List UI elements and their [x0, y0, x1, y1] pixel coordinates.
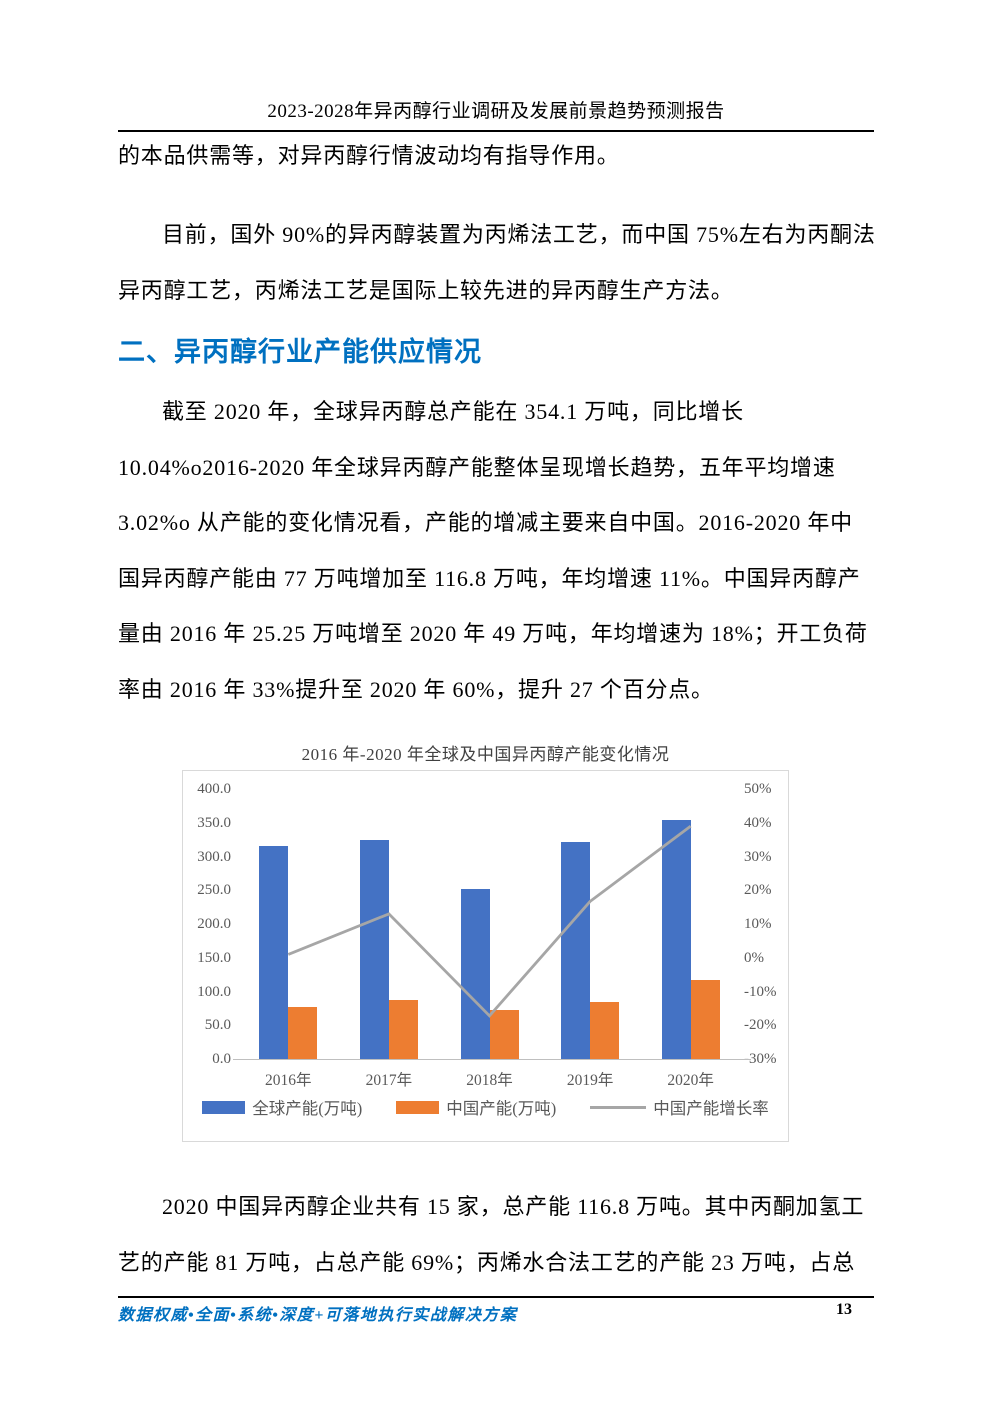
- chart-plot: 400.0 350.0 300.0 250.0 200.0 150.0 100.0 50.0 0…: [183, 771, 788, 1141]
- y-axis-right-tick: -30%: [744, 1051, 777, 1067]
- paragraph: 目前，国外 90%的异丙醇装置为丙烯法工艺，而中国 75%左右为丙酮法 异丙醇工…: [118, 217, 878, 328]
- section-heading: 二、异丙醇行业产能供应情况: [118, 337, 482, 367]
- paragraph-line: 截至 2020 年，全球异丙醇总产能在 354.1 万吨，同比增长: [162, 399, 744, 424]
- paragraph-line: 的本品供需等，对异丙醇行情波动均有指导作用。: [118, 143, 620, 168]
- page-number: 13: [836, 1301, 852, 1318]
- paragraph: 2020 中国异丙醇企业共有 15 家，总产能 116.8 万吨。其中丙酮加氢工…: [118, 1189, 878, 1300]
- legend-line-swatch: [590, 1105, 647, 1109]
- y-axis-left-tick: 350.0: [197, 814, 231, 831]
- chart-title: 2016 年-2020 年全球及中国异丙醇产能变化情况: [301, 745, 670, 764]
- bar-china-2016年: [288, 1007, 318, 1059]
- y-axis-right-tick: 40%: [744, 814, 772, 831]
- bar-global-2020年: [661, 819, 691, 1059]
- growth-rate-line: [287, 824, 692, 1018]
- header-title: 2023-2028年异丙醇行业调研及发展前景趋势预测报告: [267, 101, 725, 122]
- y-axis-left-tick: 100.0: [197, 983, 231, 1000]
- paragraph-line: 异丙醇工艺，丙烯法工艺是国际上较先进的异丙醇生产方法。: [118, 277, 734, 303]
- paragraph-line: 艺的产能 81 万吨，占总产能 69%；丙烯水合法工艺的产能 23 万吨，占总: [118, 1249, 856, 1275]
- chart-legend: 全球产能(万吨) 中国产能(万吨) 中国产能增长率: [183, 1095, 788, 1119]
- paragraph-line: 目前，国外 90%的异丙醇装置为丙烯法工艺，而中国 75%左右为丙酮法: [162, 222, 876, 247]
- bar-china-2017年: [388, 1000, 418, 1059]
- paragraph-line: 2020 中国异丙醇企业共有 15 家，总产能 116.8 万吨。其中丙酮加氢工: [162, 1194, 865, 1219]
- y-axis-left-tick: 300.0: [197, 848, 231, 865]
- paragraph-line: 国异丙醇产能由 77 万吨增加至 116.8 万吨，年均增速 11%。中国异丙醇…: [118, 565, 861, 591]
- y-axis-right-tick: -20%: [744, 1017, 777, 1034]
- bar-global-2018年: [460, 888, 490, 1059]
- legend-label: 全球产能(万吨): [252, 1099, 363, 1118]
- legend-bar-swatch: [202, 1100, 246, 1114]
- y-axis-right-tick: 10%: [744, 916, 772, 932]
- bar-china-2018年: [489, 1010, 519, 1059]
- bar-global-2016年: [259, 846, 289, 1059]
- footer-divider: [118, 1296, 874, 1298]
- y-axis-right-tick: 50%: [744, 781, 772, 797]
- y-axis-left-tick: 50.0: [204, 1017, 231, 1034]
- x-axis-label: 2020年: [667, 1072, 714, 1089]
- y-axis-right-tick: 20%: [744, 882, 772, 899]
- paragraph-line: 量由 2016 年 25.25 万吨增至 2020 年 49 万吨，年均增速为 …: [118, 621, 868, 646]
- y-axis-left-tick: 400.0: [197, 781, 231, 797]
- footer-slogan: 数据权威•全面•系统•深度+可落地执行实战解决方案: [118, 1307, 518, 1324]
- header-divider: [118, 130, 874, 132]
- y-axis-left-tick: 200.0: [197, 916, 231, 932]
- legend-item: 全球产能(万吨): [202, 1095, 362, 1119]
- x-axis-line: [233, 1059, 751, 1060]
- legend-item: 中国产能(万吨): [396, 1095, 556, 1119]
- y-axis-left-tick: 150.0: [197, 949, 231, 966]
- x-axis-label: 2016年: [265, 1072, 312, 1089]
- bar-global-2017年: [359, 840, 389, 1059]
- legend-bar-swatch: [396, 1100, 440, 1114]
- bar-global-2019年: [561, 841, 591, 1059]
- y-axis-right-tick: 0%: [744, 949, 764, 966]
- x-axis-label: 2019年: [566, 1072, 614, 1089]
- y-axis-left-tick: 0.0: [212, 1051, 231, 1067]
- footer: 数据权威•全面•系统•深度+可落地执行实战解决方案 13: [118, 1301, 874, 1325]
- bar-china-2019年: [590, 1002, 620, 1059]
- x-axis-label: 2018年: [466, 1072, 513, 1089]
- y-axis-left-tick: 250.0: [197, 882, 231, 899]
- paragraph: 截至 2020 年，全球异丙醇总产能在 354.1 万吨，同比增长 10.04%…: [118, 394, 878, 727]
- y-axis-right-tick: 30%: [744, 848, 772, 865]
- legend-label: 中国产能(万吨): [446, 1099, 557, 1118]
- x-axis-label: 2017年: [365, 1072, 413, 1089]
- paragraph-line: 率由 2016 年 33%提升至 2020 年 60%，提升 27 个百分点。: [118, 676, 714, 702]
- bar-china-2020年: [690, 980, 720, 1059]
- legend-label: 中国产能增长率: [653, 1099, 769, 1118]
- y-axis-right-tick: -10%: [744, 983, 777, 1000]
- legend-item: 中国产能增长率: [590, 1095, 769, 1119]
- paragraph-line: 10.04%o2016-2020 年全球异丙醇产能整体呈现增长趋势，五年平均增速: [118, 454, 836, 480]
- chart: 400.0 350.0 300.0 250.0 200.0 150.0 100.0 50.0 0…: [182, 770, 789, 1142]
- paragraph-line: 3.02%o 从产能的变化情况看，产能的增减主要来自中国。2016-2020 年…: [118, 510, 853, 535]
